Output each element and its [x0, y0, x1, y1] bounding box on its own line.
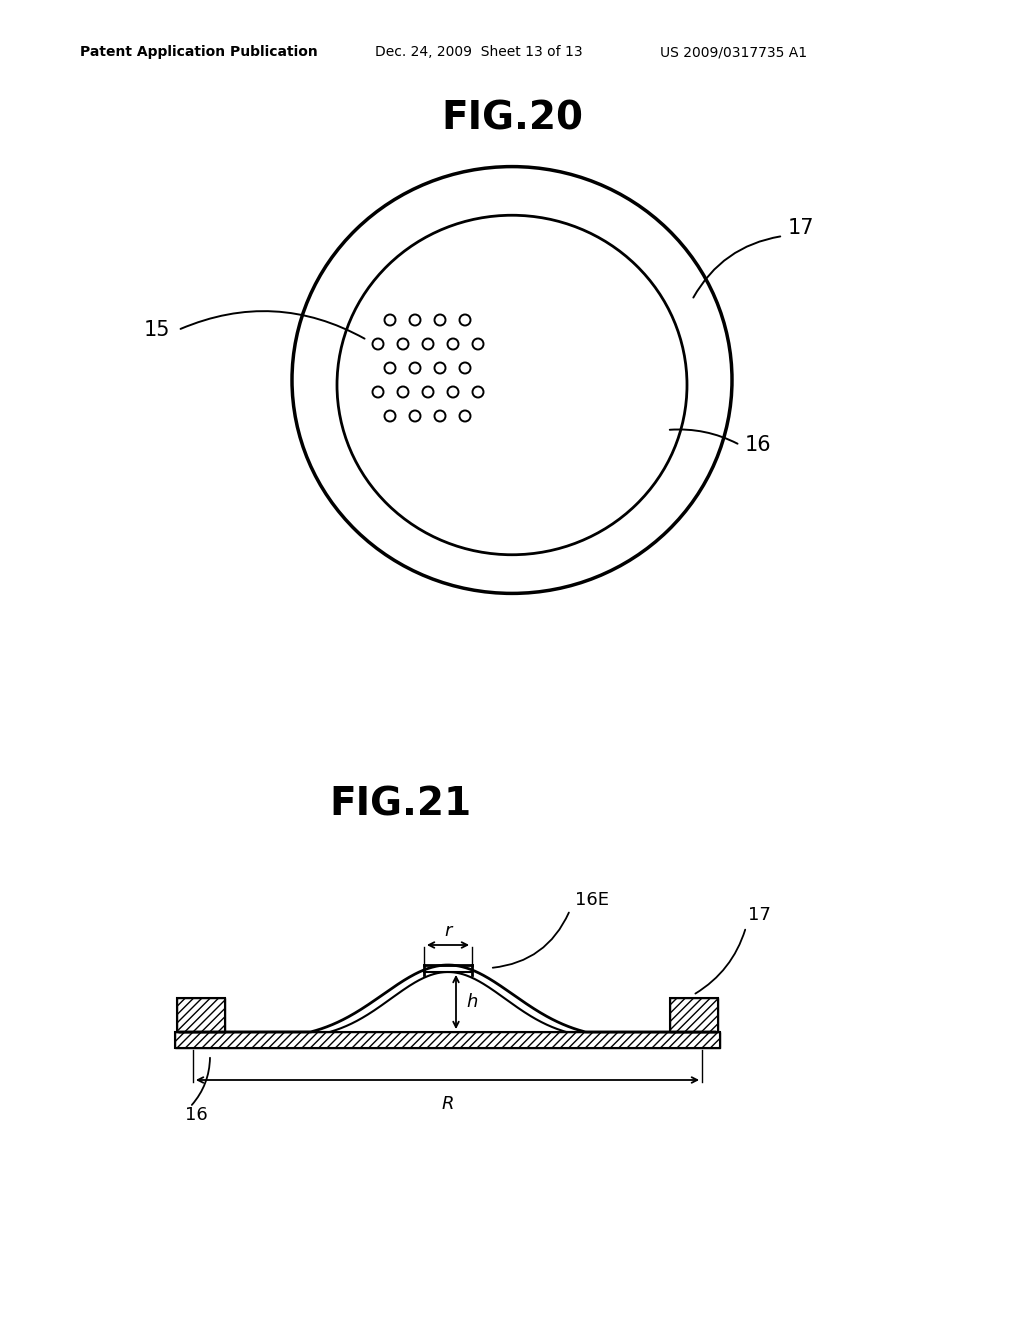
- Text: h: h: [466, 993, 477, 1011]
- Text: 16: 16: [185, 1106, 208, 1125]
- Bar: [177, 998, 225, 1032]
- Text: 17: 17: [788, 218, 814, 238]
- Bar: [175, 1032, 720, 1048]
- Text: 16E: 16E: [575, 891, 609, 909]
- Bar: [670, 998, 718, 1032]
- Text: FIG.20: FIG.20: [441, 99, 583, 137]
- Text: US 2009/0317735 A1: US 2009/0317735 A1: [660, 45, 807, 59]
- Text: Dec. 24, 2009  Sheet 13 of 13: Dec. 24, 2009 Sheet 13 of 13: [375, 45, 583, 59]
- Text: R: R: [441, 1096, 454, 1113]
- Bar: [177, 998, 225, 1032]
- Text: Patent Application Publication: Patent Application Publication: [80, 45, 317, 59]
- Text: 17: 17: [748, 906, 771, 924]
- Text: 16: 16: [745, 436, 772, 455]
- Bar: [670, 998, 718, 1032]
- Text: FIG.21: FIG.21: [329, 785, 471, 824]
- Text: 15: 15: [143, 319, 170, 341]
- Bar: [175, 1032, 720, 1048]
- Text: r: r: [444, 921, 452, 940]
